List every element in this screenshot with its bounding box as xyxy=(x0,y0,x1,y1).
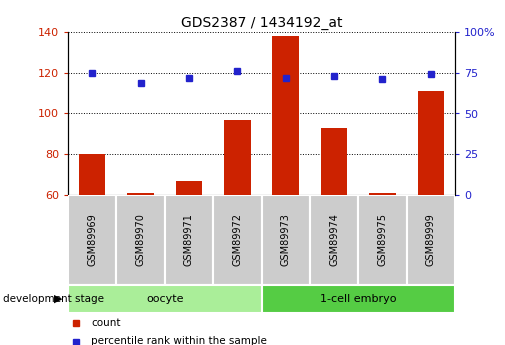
Text: GSM89974: GSM89974 xyxy=(329,214,339,266)
Bar xyxy=(165,195,213,285)
Bar xyxy=(127,193,154,195)
Text: percentile rank within the sample: percentile rank within the sample xyxy=(91,336,267,345)
Bar xyxy=(418,91,444,195)
Bar xyxy=(262,195,310,285)
Bar xyxy=(310,195,358,285)
Bar xyxy=(321,128,347,195)
Bar xyxy=(358,195,407,285)
Text: GSM89999: GSM89999 xyxy=(426,214,436,266)
Text: 1-cell embryo: 1-cell embryo xyxy=(320,294,396,304)
Text: count: count xyxy=(91,317,121,327)
Bar xyxy=(68,285,262,313)
Bar xyxy=(68,195,116,285)
Text: GSM89970: GSM89970 xyxy=(135,214,145,266)
Text: GSM89969: GSM89969 xyxy=(87,214,97,266)
Bar xyxy=(369,193,396,195)
Bar xyxy=(79,154,106,195)
Text: ▶: ▶ xyxy=(55,294,63,304)
Text: GSM89971: GSM89971 xyxy=(184,214,194,266)
Text: GSM89972: GSM89972 xyxy=(232,214,242,266)
Bar xyxy=(224,120,250,195)
Bar xyxy=(272,36,299,195)
Bar xyxy=(176,181,202,195)
Text: oocyte: oocyte xyxy=(146,294,183,304)
Bar xyxy=(407,195,455,285)
Bar xyxy=(213,195,262,285)
Text: development stage: development stage xyxy=(3,294,104,304)
Title: GDS2387 / 1434192_at: GDS2387 / 1434192_at xyxy=(181,16,342,30)
Bar xyxy=(262,285,455,313)
Text: GSM89973: GSM89973 xyxy=(281,214,291,266)
Bar xyxy=(116,195,165,285)
Text: GSM89975: GSM89975 xyxy=(377,214,387,266)
